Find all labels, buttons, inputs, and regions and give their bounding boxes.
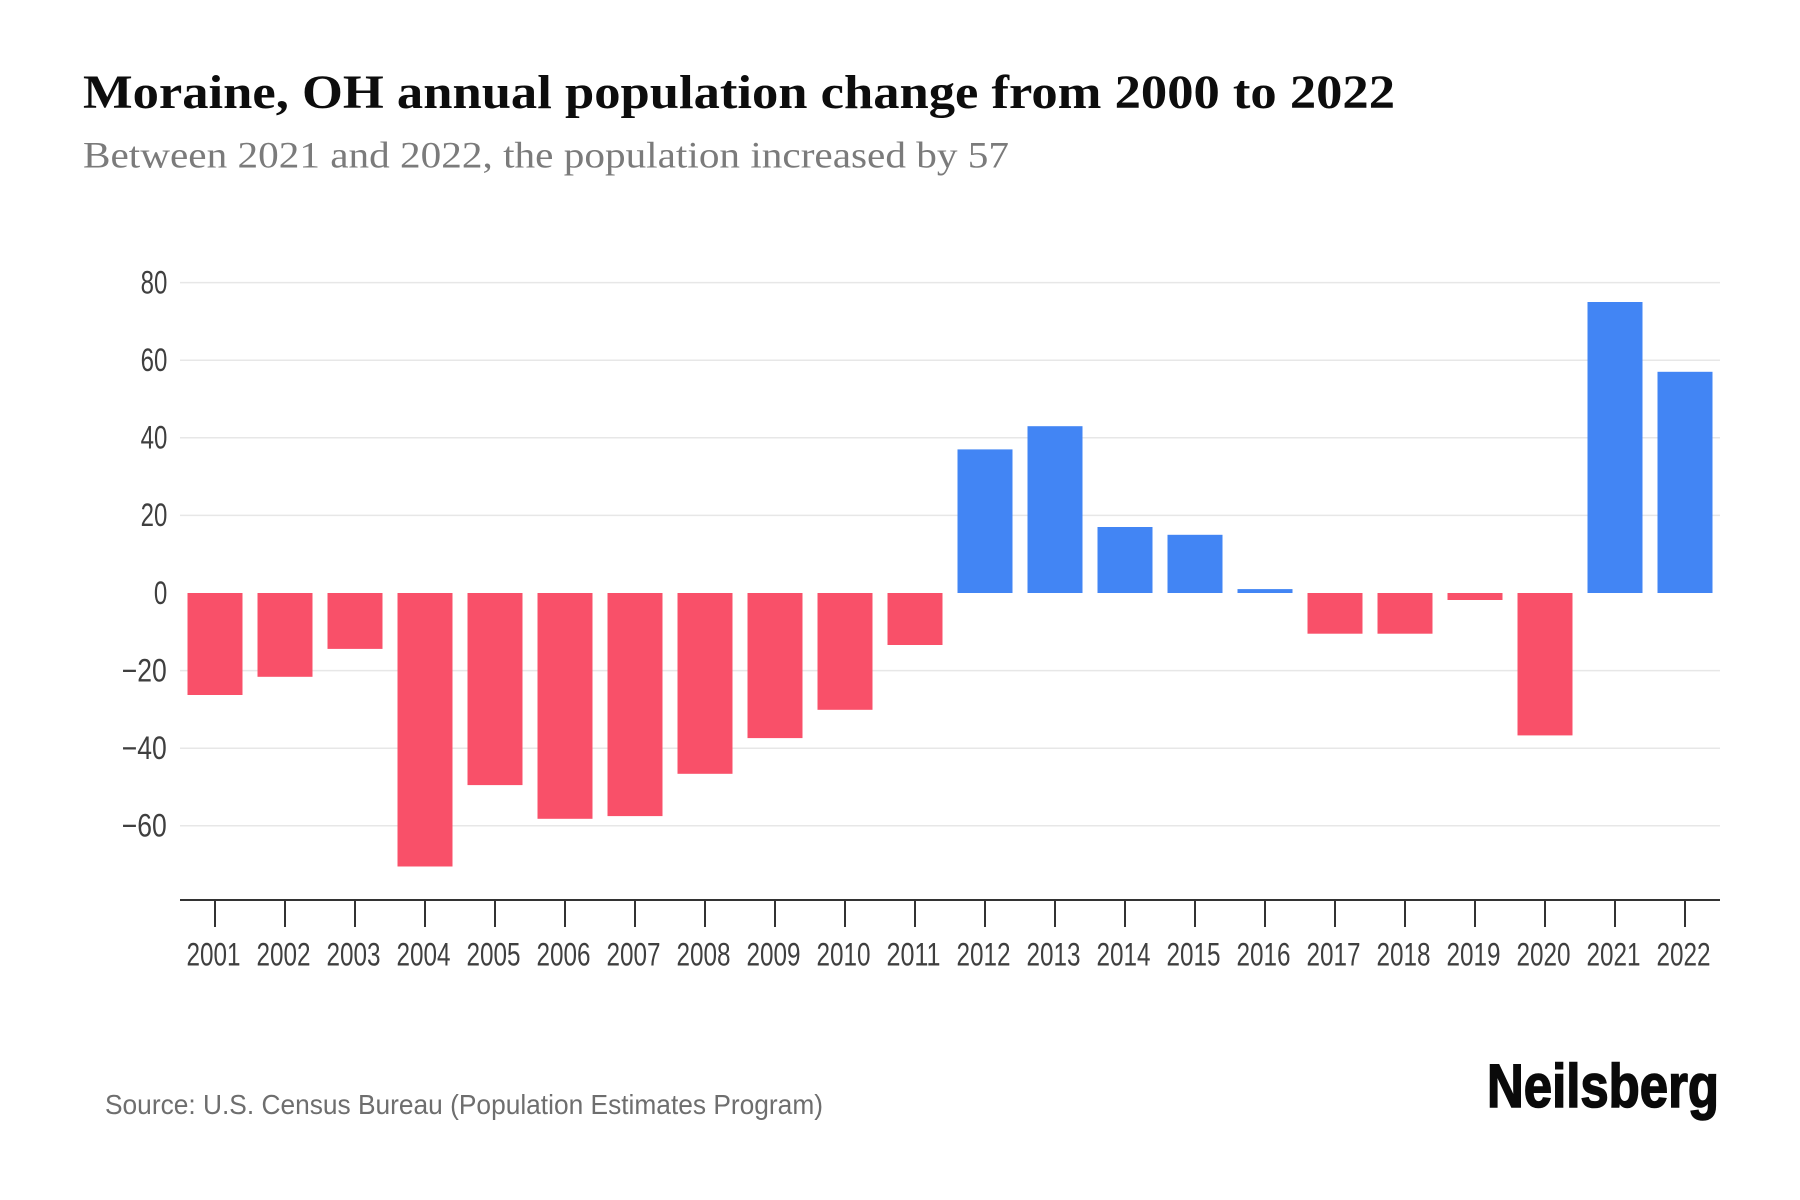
svg-text:2006: 2006 (537, 937, 591, 973)
svg-text:2020: 2020 (1517, 937, 1571, 973)
svg-text:60: 60 (141, 342, 168, 378)
svg-text:Source: U.S. Census Bureau (Po: Source: U.S. Census Bureau (Population E… (105, 1089, 823, 1120)
svg-text:2008: 2008 (677, 937, 731, 973)
svg-text:2003: 2003 (327, 937, 381, 973)
svg-text:2005: 2005 (467, 937, 521, 973)
svg-text:−60: −60 (122, 808, 167, 844)
svg-text:2017: 2017 (1307, 937, 1361, 973)
svg-text:2002: 2002 (257, 937, 311, 973)
svg-text:2019: 2019 (1447, 937, 1501, 973)
svg-text:Neilsberg: Neilsberg (1487, 1052, 1719, 1120)
svg-text:20: 20 (141, 497, 168, 533)
svg-text:2022: 2022 (1657, 937, 1711, 973)
svg-text:2011: 2011 (887, 937, 941, 973)
svg-text:80: 80 (141, 264, 168, 300)
svg-text:−20: −20 (122, 652, 167, 688)
svg-text:2004: 2004 (397, 937, 451, 973)
svg-text:0: 0 (154, 575, 167, 611)
svg-text:2001: 2001 (187, 937, 241, 973)
svg-text:2010: 2010 (817, 937, 871, 973)
svg-text:2016: 2016 (1237, 937, 1291, 973)
svg-text:Moraine, OH annual population: Moraine, OH annual population change fro… (83, 66, 1395, 119)
svg-text:2012: 2012 (957, 937, 1011, 973)
svg-text:−40: −40 (122, 730, 167, 766)
svg-text:2007: 2007 (607, 937, 661, 973)
svg-text:40: 40 (141, 420, 168, 456)
svg-text:2021: 2021 (1587, 937, 1641, 973)
svg-text:Between 2021 and 2022, the pop: Between 2021 and 2022, the population in… (83, 136, 1009, 177)
svg-text:2013: 2013 (1027, 937, 1081, 973)
svg-text:2014: 2014 (1097, 937, 1151, 973)
svg-text:2015: 2015 (1167, 937, 1221, 973)
svg-text:2018: 2018 (1377, 937, 1431, 973)
svg-text:2009: 2009 (747, 937, 801, 973)
